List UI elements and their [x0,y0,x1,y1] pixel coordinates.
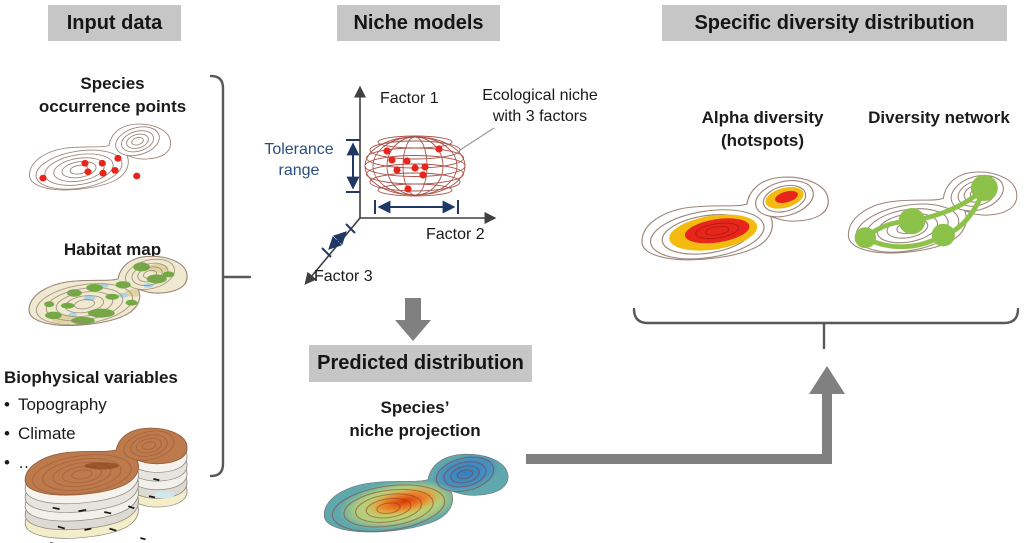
niche-plot [304,85,497,285]
input-group-brace [209,74,252,478]
factor2-axis-label: Factor 2 [426,226,485,243]
niche-projection-heatmap [323,453,509,533]
niche-sample-points [383,145,443,193]
input-data-header: Input data [48,5,181,41]
down-arrow [395,298,431,341]
biophysical-stack-figure [20,424,192,543]
species-occurrence-label: Species occurrence points [20,72,205,119]
annotation-leader-line [459,127,495,151]
predicted-distribution-header: Predicted distribution [309,345,532,382]
diversity-header: Specific diversity distribution [662,5,1007,41]
niche-projection-label: Species’ niche projection [349,398,481,441]
diversity-network-figure [843,167,1022,263]
alpha-diversity-figure [636,172,834,270]
species-occurrence-label-line2: occurrence points [38,97,187,117]
niche-models-header: Niche models [337,5,500,41]
network-edges [862,185,987,250]
occurrence-map-figure [25,120,175,198]
flow-arrow [526,366,845,464]
bullet-climate: • Climate [4,424,76,444]
tolerance-arrows [321,139,459,258]
species-occurrence-label-line1: Species [80,74,145,93]
alpha-diversity-label: Alpha diversity (hotspots) [701,108,824,151]
diversity-network-label: Diversity network [868,108,1010,127]
biophysical-label: Biophysical variables [4,368,178,387]
ecological-niche-annotation: Ecological niche with 3 factors [482,87,598,125]
network-nodes [854,174,998,249]
factor3-axis-label: Factor 3 [314,268,373,285]
habitat-map-figure [28,252,188,334]
habitat-map-label: Habitat map [63,240,162,259]
occurrence-points [39,154,141,182]
factor1-axis-label: Factor 1 [380,90,439,107]
bullet-topography: • Topography [4,395,107,414]
diversity-group-bracket [632,307,1020,350]
tolerance-range-label: Tolerance range [264,141,334,179]
